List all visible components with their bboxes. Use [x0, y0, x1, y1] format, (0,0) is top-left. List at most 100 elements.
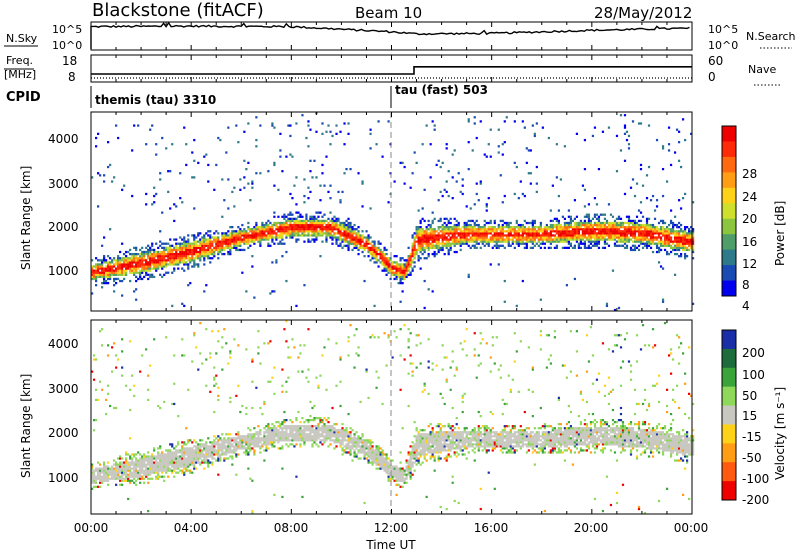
heatmap-cell: [307, 124, 309, 126]
heatmap-cell: [301, 429, 303, 431]
heatmap-cell: [199, 439, 201, 441]
heatmap-cell: [682, 197, 684, 199]
power-cbar-tick-12: 12: [742, 257, 757, 271]
heatmap-cell: [125, 474, 127, 476]
heatmap-cell: [309, 435, 311, 437]
heatmap-cell: [135, 472, 137, 474]
heatmap-cell: [139, 249, 141, 251]
heatmap-cell: [145, 253, 147, 255]
heatmap-cell: [167, 476, 169, 478]
heatmap-cell: [257, 445, 259, 447]
heatmap-cell: [199, 453, 201, 455]
heatmap-cell: [600, 224, 602, 226]
heatmap-cell: [271, 230, 273, 232]
heatmap-cell: [357, 226, 359, 228]
heatmap-cell: [438, 251, 440, 253]
heatmap-cell: [171, 443, 173, 445]
heatmap-cell: [281, 222, 283, 224]
heatmap-cell: [175, 205, 177, 207]
heatmap-cell: [169, 461, 171, 463]
heatmap-cell: [173, 354, 175, 356]
heatmap-cell: [121, 270, 123, 272]
heatmap-cell: [293, 435, 295, 437]
heatmap-cell: [133, 253, 135, 255]
heatmap-cell: [588, 230, 590, 232]
heatmap-cell: [430, 143, 432, 145]
heatmap-cell: [237, 441, 239, 443]
heatmap-cell: [331, 224, 333, 226]
heatmap-cell: [373, 257, 375, 259]
heatmap-cell: [265, 441, 267, 443]
heatmap-cell: [197, 369, 199, 371]
heatmap-cell: [291, 421, 293, 423]
heatmap-cell: [93, 476, 95, 478]
heatmap-cell: [189, 461, 191, 463]
heatmap-cell: [187, 238, 189, 240]
heatmap-cell: [303, 421, 305, 423]
heatmap-cell: [185, 461, 187, 463]
heatmap-cell: [682, 243, 684, 245]
heatmap-cell: [584, 245, 586, 247]
heatmap-cell: [195, 247, 197, 249]
heatmap-cell: [438, 228, 440, 230]
heatmap-cell: [97, 468, 99, 470]
heatmap-cell: [121, 189, 123, 191]
heatmap-cell: [141, 257, 143, 259]
heatmap-cell: [127, 461, 129, 463]
heatmap-cell: [480, 226, 482, 228]
heatmap-cell: [305, 214, 307, 216]
heatmap-cell: [582, 234, 584, 236]
heatmap-cell: [191, 249, 193, 251]
heatmap-cell: [630, 226, 632, 228]
heatmap-cell: [239, 230, 241, 232]
heatmap-cell: [201, 238, 203, 240]
heatmap-cell: [105, 272, 107, 274]
heatmap-cell: [578, 226, 580, 228]
heatmap-cell: [231, 457, 233, 459]
heatmap-cell: [620, 222, 622, 224]
heatmap-cell: [297, 224, 299, 226]
heatmap-cell: [532, 232, 534, 234]
heatmap-cell: [598, 228, 600, 230]
heatmap-cell: [141, 461, 143, 463]
heatmap-cell: [175, 238, 177, 240]
heatmap-cell: [498, 129, 500, 131]
heatmap-cell: [169, 253, 171, 255]
heatmap-cell: [652, 228, 654, 230]
heatmap-cell: [209, 356, 211, 358]
heatmap-cell: [115, 282, 117, 284]
heatmap-cell: [363, 247, 365, 249]
heatmap-cell: [343, 224, 345, 226]
heatmap-cell: [474, 238, 476, 240]
heatmap-cell: [448, 245, 450, 247]
heatmap-cell: [109, 474, 111, 476]
heatmap-cell: [199, 259, 201, 261]
heatmap-cell: [432, 120, 434, 122]
heatmap-cell: [131, 253, 133, 255]
heatmap-cell: [466, 241, 468, 243]
heatmap-cell: [676, 238, 678, 240]
heatmap-cell: [207, 247, 209, 249]
heatmap-cell: [219, 243, 221, 245]
heatmap-cell: [303, 443, 305, 445]
heatmap-cell: [205, 441, 207, 443]
heatmap-cell: [99, 468, 101, 470]
heatmap-cell: [197, 162, 199, 164]
heatmap-cell: [624, 234, 626, 236]
heatmap-cell: [237, 443, 239, 445]
heatmap-cell: [634, 241, 636, 243]
heatmap-cell: [472, 230, 474, 232]
heatmap-cell: [239, 232, 241, 234]
heatmap-cell: [119, 470, 121, 472]
heatmap-cell: [241, 241, 243, 243]
heatmap-cell: [183, 249, 185, 251]
heatmap-cell: [175, 453, 177, 455]
heatmap-cell: [259, 362, 261, 364]
heatmap-cell: [289, 218, 291, 220]
heatmap-cell: [129, 265, 131, 267]
heatmap-cell: [418, 209, 420, 211]
heatmap-cell: [255, 145, 257, 147]
heatmap-cell: [199, 443, 201, 445]
heatmap-cell: [325, 419, 327, 421]
heatmap-cell: [111, 272, 113, 274]
